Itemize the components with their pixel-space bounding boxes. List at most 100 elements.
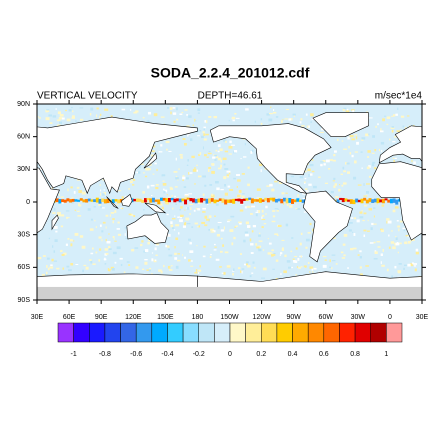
speckle — [278, 181, 283, 184]
speckle — [236, 185, 238, 188]
speckle — [375, 125, 377, 128]
speckle — [214, 158, 217, 161]
speckle — [281, 120, 283, 123]
speckle — [402, 125, 405, 128]
speckle — [53, 225, 58, 229]
speckle — [162, 208, 164, 211]
colorbar-box — [151, 322, 168, 343]
equatorial-cell — [197, 198, 201, 203]
speckle — [71, 116, 75, 119]
speckle — [184, 195, 189, 197]
speckle — [291, 237, 294, 239]
speckle — [194, 167, 196, 169]
speckle — [182, 254, 184, 256]
speckle — [196, 169, 198, 172]
speckle — [252, 224, 257, 228]
speckle — [226, 175, 229, 178]
speckle — [184, 256, 187, 259]
speckle — [128, 264, 131, 266]
speckle — [259, 163, 263, 167]
speckle — [110, 212, 115, 214]
speckle — [304, 177, 307, 180]
speckle — [309, 163, 314, 167]
speckle — [130, 213, 134, 216]
speckle — [266, 113, 270, 116]
speckle — [37, 116, 39, 118]
speckle — [368, 175, 372, 178]
speckle — [396, 220, 399, 222]
speckle — [144, 259, 148, 261]
speckle — [176, 118, 179, 121]
speckle — [281, 239, 285, 241]
equatorial-cell — [159, 197, 163, 201]
speckle — [258, 210, 261, 213]
speckle — [310, 173, 313, 176]
speckle — [54, 215, 56, 217]
colorbar-box — [370, 322, 387, 343]
speckle — [308, 125, 310, 128]
speckle — [352, 231, 354, 234]
equatorial-cell — [368, 198, 372, 202]
speckle — [347, 267, 349, 269]
speckle — [48, 237, 51, 240]
equatorial-cell — [285, 198, 289, 204]
speckle — [272, 215, 276, 218]
speckle — [93, 206, 96, 208]
speckle — [389, 138, 391, 141]
lat-label: 60N — [17, 134, 30, 141]
speckle — [280, 273, 282, 276]
speckle — [159, 203, 163, 206]
speckle — [215, 258, 220, 261]
speckle — [65, 243, 68, 246]
speckle — [273, 111, 277, 114]
speckle — [194, 271, 198, 274]
speckle — [52, 245, 54, 248]
equatorial-cell — [264, 197, 268, 201]
speckle — [85, 266, 89, 270]
speckle — [174, 252, 177, 256]
speckle — [242, 193, 245, 195]
speckle — [382, 118, 385, 122]
speckle — [341, 184, 344, 187]
equatorial-cell — [349, 199, 353, 204]
equatorial-cell — [240, 199, 244, 204]
colorbar-box — [135, 322, 153, 343]
speckle — [223, 176, 227, 180]
speckle — [366, 230, 370, 232]
speckle — [309, 271, 311, 273]
speckle — [179, 219, 183, 223]
equatorial-cell — [365, 199, 369, 204]
speckle — [300, 232, 303, 236]
speckle — [44, 274, 49, 276]
speckle — [81, 245, 86, 249]
equatorial-cell — [176, 198, 180, 202]
colorbar-box — [245, 322, 262, 343]
speckle — [261, 277, 265, 279]
speckle — [258, 248, 262, 252]
speckle — [190, 265, 194, 267]
speckle — [99, 192, 101, 196]
equatorial-cell — [202, 198, 206, 201]
speckle — [114, 240, 117, 242]
speckle — [226, 174, 229, 176]
equatorial-cell — [384, 198, 388, 201]
equatorial-cell — [149, 198, 153, 203]
speckle — [237, 267, 241, 270]
speckle — [232, 119, 235, 122]
equatorial-cell — [344, 198, 348, 202]
speckle — [135, 266, 139, 269]
speckle — [413, 265, 417, 267]
speckle — [204, 215, 208, 219]
speckle — [155, 184, 159, 186]
speckle — [166, 194, 168, 196]
land — [312, 112, 369, 137]
speckle — [239, 253, 242, 255]
speckle — [246, 261, 249, 264]
speckle — [391, 126, 395, 128]
speckle — [318, 176, 321, 178]
speckle — [165, 140, 170, 144]
speckle — [396, 130, 401, 133]
speckle — [256, 210, 260, 212]
equatorial-cell — [392, 198, 396, 203]
land — [37, 116, 198, 195]
